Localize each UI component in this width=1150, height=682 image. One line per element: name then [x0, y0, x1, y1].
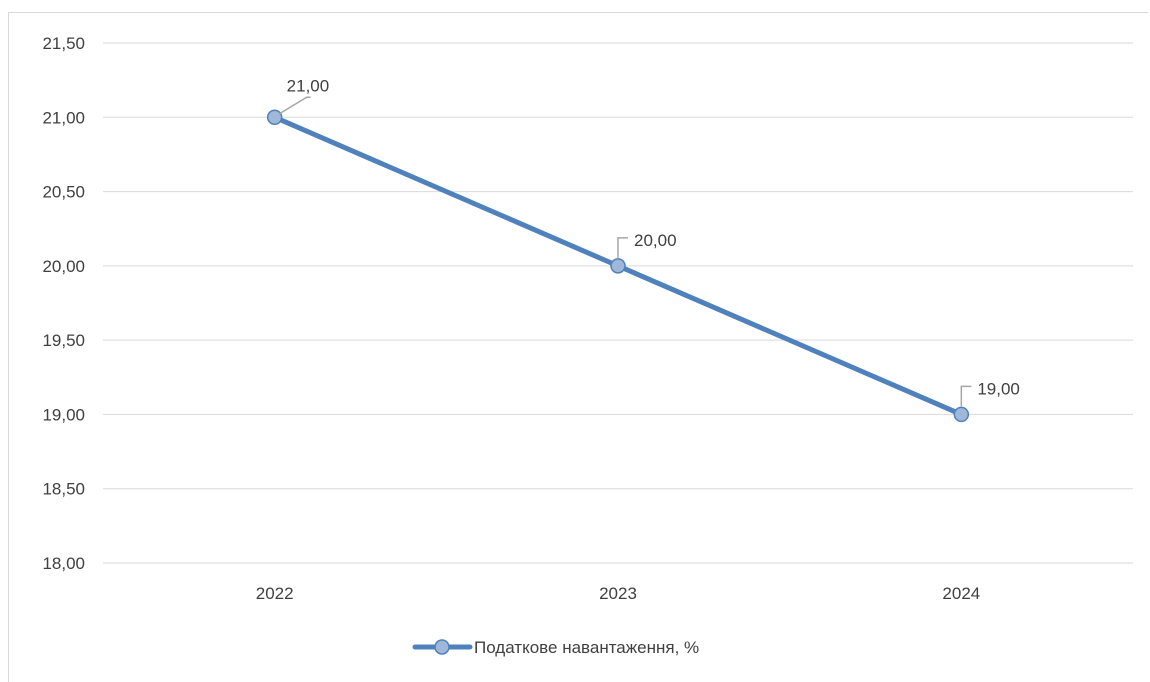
data-labels: 21,00 20,00 19,00: [278, 76, 1020, 407]
y-tick-label: 18,50: [42, 480, 85, 499]
data-label-leader: [617, 237, 628, 258]
gridlines: [103, 42, 1133, 564]
data-point: [953, 406, 970, 423]
y-tick-label: 18,00: [42, 554, 85, 573]
x-axis-tick-labels: 2022 2023 2024: [256, 584, 980, 603]
data-point: [610, 258, 626, 274]
series-layer: [266, 109, 970, 423]
legend-marker-icon: [434, 639, 450, 655]
y-tick-label: 19,50: [42, 331, 85, 350]
data-label: 19,00: [977, 379, 1020, 398]
data-point: [266, 109, 283, 126]
y-axis-tick-labels: 18,00 18,50 19,00 19,50 20,00 20,50 21,00 21,50: [42, 34, 85, 573]
y-tick-label: 20,50: [42, 183, 85, 202]
y-tick-label: 20,00: [42, 257, 85, 276]
legend: Податкове навантаження, %: [412, 638, 699, 657]
legend-label: Податкове навантаження, %: [474, 638, 699, 657]
data-label-leader: [278, 96, 311, 115]
data-label: 20,00: [634, 231, 677, 250]
x-tick-label: 2023: [599, 584, 637, 603]
y-tick-label: 19,00: [42, 405, 85, 424]
chart-frame: [8, 12, 1148, 682]
data-label: 21,00: [287, 76, 330, 95]
x-tick-label: 2022: [256, 584, 294, 603]
x-tick-label: 2024: [942, 584, 980, 603]
data-label-leader: [960, 385, 972, 407]
y-tick-label: 21,00: [42, 108, 85, 127]
y-tick-label: 21,50: [42, 34, 85, 53]
